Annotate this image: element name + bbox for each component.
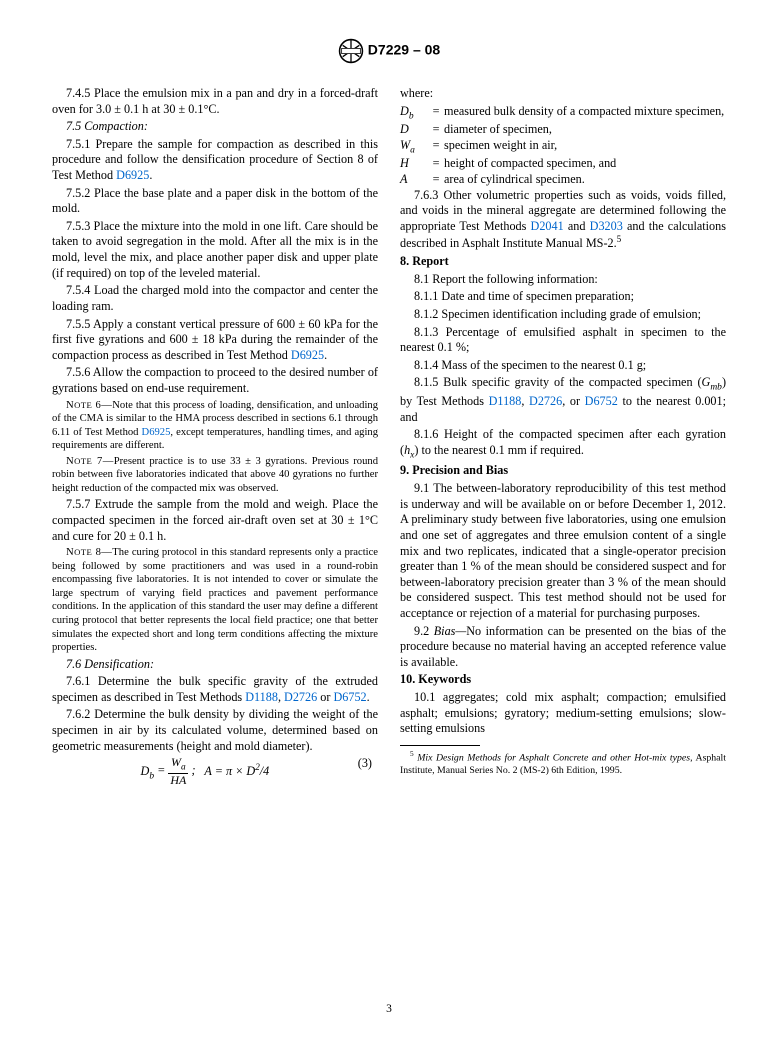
heading-7-5-text: Compaction:	[84, 119, 148, 133]
def-h-txt: height of compacted specimen, and	[444, 156, 726, 172]
note-8: NOTE 8—The curing protocol in this stand…	[52, 546, 378, 654]
def-wa: Wa=specimen weight in air,	[400, 138, 726, 157]
def-d-txt: diameter of specimen,	[444, 122, 726, 138]
note-7: NOTE 7—Present practice is to use 33 ± 3…	[52, 455, 378, 496]
para-8-1-4: 8.1.4 Mass of the specimen to the neares…	[400, 358, 726, 374]
def-d: D=diameter of specimen,	[400, 122, 726, 138]
footnote-rule	[400, 745, 480, 746]
para-7-5-2: 7.5.2 Place the base plate and a paper d…	[52, 186, 378, 217]
def-a-txt: area of cylindrical specimen.	[444, 172, 726, 188]
para-7-5-5: 7.5.5 Apply a constant vertical pressure…	[52, 317, 378, 364]
para-8-1-5-a: 8.1.5 Bulk specific gravity of the compa…	[414, 375, 702, 389]
para-10-1: 10.1 aggregates; cold mix asphalt; compa…	[400, 690, 726, 737]
ref-d6752-a[interactable]: D6752	[333, 690, 366, 704]
def-db-txt: measured bulk density of a compacted mix…	[444, 104, 726, 123]
heading-7-5: 7.5 7.5 Compaction:Compaction:	[66, 119, 148, 133]
eq3-rhs: A = π × D2/4	[204, 764, 269, 778]
para-8-1-5-m1: ,	[521, 394, 529, 408]
para-8-1-6-b: ) to the nearest 0.1 mm if required.	[414, 443, 584, 457]
ref-d6752-b[interactable]: D6752	[585, 394, 618, 408]
ref-d2726-a[interactable]: D2726	[284, 690, 317, 704]
def-a: A=area of cylindrical specimen.	[400, 172, 726, 188]
para-7-4-5: 7.4.5 Place the emulsion mix in a pan an…	[52, 86, 378, 117]
para-7-5-4: 7.5.4 Load the charged mold into the com…	[52, 283, 378, 314]
eq3-fraction: Wa HA	[168, 756, 188, 787]
footnote-5-a: Mix Design Methods for Asphalt Concrete …	[414, 752, 690, 763]
footnote-ref-5[interactable]: 5	[617, 234, 622, 244]
para-7-6-3: 7.6.3 Other volumetric properties such a…	[400, 188, 726, 253]
page: D7229 – 08 7.4.5 Place the emulsion mix …	[0, 0, 778, 789]
ref-d3203[interactable]: D3203	[590, 219, 623, 233]
para-9-2-bias: Bias—	[434, 624, 467, 638]
eq3-number: (3)	[358, 756, 372, 772]
eq3-sep: ;	[191, 764, 204, 778]
eq3-lhs: Db =	[141, 764, 169, 778]
astm-logo-icon	[338, 38, 364, 64]
heading-7-6-text: Densification:	[84, 657, 154, 671]
where-label: where:	[400, 86, 726, 102]
para-7-5-1: 7.5.1 Prepare the sample for compaction …	[52, 137, 378, 184]
ref-d1188-a[interactable]: D1188	[245, 690, 278, 704]
para-9-1: 9.1 The between-laboratory reproducibili…	[400, 481, 726, 621]
page-header: D7229 – 08	[52, 38, 726, 64]
para-7-5-6: 7.5.6 Allow the compaction to proceed to…	[52, 365, 378, 396]
para-8-1-6: 8.1.6 Height of the compacted specimen a…	[400, 427, 726, 461]
para-8-1-3: 8.1.3 Percentage of emulsified asphalt i…	[400, 325, 726, 356]
ref-d6925-c[interactable]: D6925	[142, 427, 171, 438]
def-h: H=height of compacted specimen, and	[400, 156, 726, 172]
para-8-1: 8.1 Report the following information:	[400, 272, 726, 288]
para-7-6-3-m: and	[564, 219, 590, 233]
note-6-lead: NOTE 6—	[66, 400, 112, 411]
ref-d1188-b[interactable]: D1188	[489, 394, 522, 408]
note-8-body: The curing protocol in this standard rep…	[52, 547, 378, 653]
eq3-num: Wa	[168, 756, 188, 774]
ref-d2041[interactable]: D2041	[531, 219, 564, 233]
para-7-5-5-b: .	[324, 348, 327, 362]
body-columns: 7.4.5 Place the emulsion mix in a pan an…	[52, 86, 726, 789]
page-number: 3	[0, 1003, 778, 1015]
para-7-5-1-b: .	[149, 168, 152, 182]
heading-10: 10. Keywords	[400, 672, 726, 688]
note-7-lead: NOTE 7—	[66, 456, 114, 467]
para-7-6-2: 7.6.2 Determine the bulk density by divi…	[52, 707, 378, 754]
ref-d6925-a[interactable]: D6925	[116, 168, 149, 182]
para-8-1-2: 8.1.2 Specimen identification including …	[400, 307, 726, 323]
footnote-5: 5 Mix Design Methods for Asphalt Concret…	[400, 749, 726, 777]
para-7-5-1-a: 7.5.1 Prepare the sample for compaction …	[52, 137, 378, 182]
equation-3: Db = Wa HA ; A = π × D2/4 (3)	[52, 756, 378, 787]
para-7-5-5-a: 7.5.5 Apply a constant vertical pressure…	[52, 317, 378, 362]
heading-9: 9. Precision and Bias	[400, 463, 726, 479]
heading-7-6: 7.6 Densification:	[66, 657, 154, 671]
ref-d6925-b[interactable]: D6925	[291, 348, 324, 362]
para-7-5-7: 7.5.7 Extrude the sample from the mold a…	[52, 497, 378, 544]
def-db: Db=measured bulk density of a compacted …	[400, 104, 726, 123]
sym-gmb-sub: mb	[710, 383, 722, 393]
para-8-1-5: 8.1.5 Bulk specific gravity of the compa…	[400, 375, 726, 425]
para-8-1-1: 8.1.1 Date and time of specimen preparat…	[400, 289, 726, 305]
para-7-5-3: 7.5.3 Place the mixture into the mold in…	[52, 219, 378, 281]
ref-d2726-b[interactable]: D2726	[529, 394, 562, 408]
sym-gmb: G	[702, 375, 711, 389]
header-designation: D7229 – 08	[368, 42, 440, 58]
eq3-den: HA	[168, 774, 188, 787]
para-7-6-1-m2: or	[317, 690, 333, 704]
note-6: NOTE 6—Note that this process of loading…	[52, 399, 378, 453]
heading-8: 8. Report	[400, 254, 726, 270]
para-8-1-5-m2: , or	[562, 394, 584, 408]
para-9-2-lead: 9.2	[414, 624, 434, 638]
note-8-lead: NOTE 8—	[66, 547, 112, 558]
para-7-6-1: 7.6.1 Determine the bulk specific gravit…	[52, 674, 378, 705]
def-wa-txt: specimen weight in air,	[444, 138, 726, 157]
para-9-2: 9.2 Bias—No information can be presented…	[400, 624, 726, 671]
para-7-6-1-b: .	[367, 690, 370, 704]
